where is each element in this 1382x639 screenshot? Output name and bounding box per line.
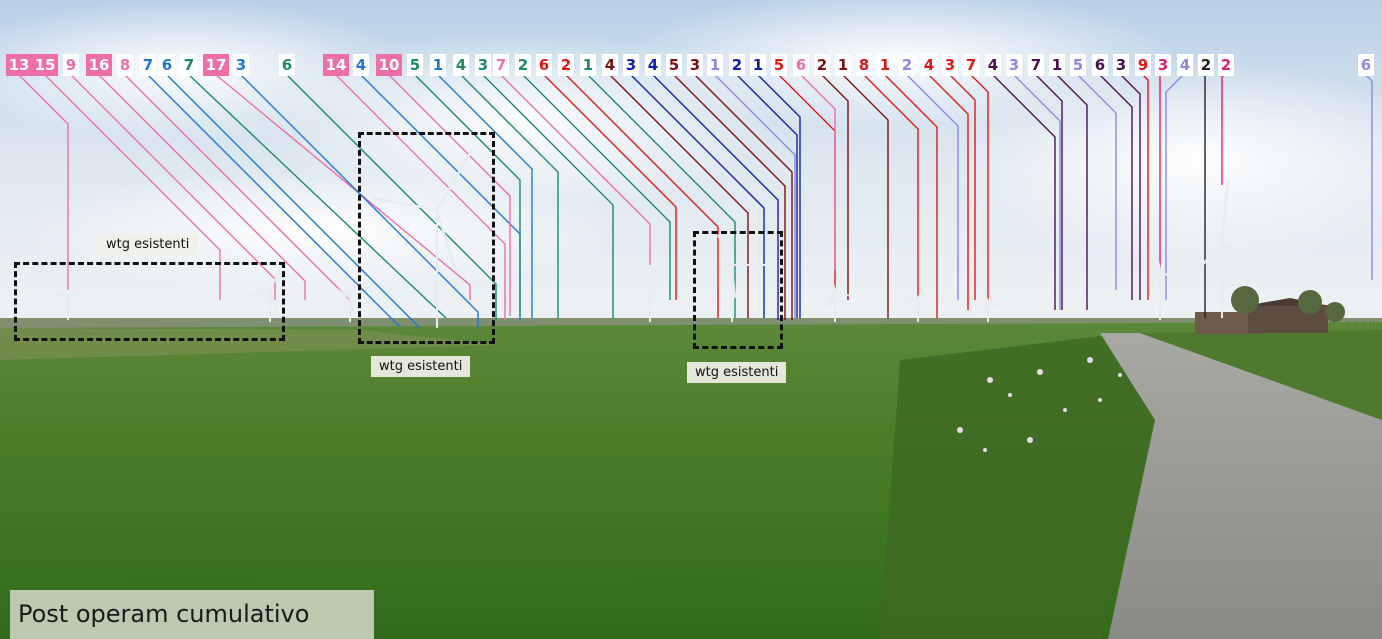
turbine-number-label: 3 xyxy=(475,54,491,76)
turbine-number-label: 5 xyxy=(407,54,423,76)
wind-turbines xyxy=(54,149,1247,328)
existing-turbines-box-left xyxy=(14,262,285,341)
turbine-number-label: 5 xyxy=(771,54,787,76)
turbine-number-label: 7 xyxy=(181,54,197,76)
turbine-number-label: 2 xyxy=(515,54,531,76)
turbine-leader-lines xyxy=(17,73,1373,329)
turbine-number-label: 4 xyxy=(985,54,1001,76)
turbine-number-label: 10 xyxy=(376,54,402,76)
turbine-number-label: 5 xyxy=(666,54,682,76)
turbine-number-label: 7 xyxy=(1028,54,1044,76)
turbine-number-label: 6 xyxy=(279,54,295,76)
trees xyxy=(1231,286,1345,322)
turbine-number-label: 6 xyxy=(1092,54,1108,76)
turbine-number-label: 1 xyxy=(430,54,446,76)
turbine-number-label: 2 xyxy=(1218,54,1234,76)
existing-turbines-box-right xyxy=(693,231,783,349)
turbine-number-label: 4 xyxy=(453,54,469,76)
farmhouse xyxy=(1195,298,1330,334)
existing-turbines-label-right: wtg esistenti xyxy=(687,362,787,383)
wildflowers xyxy=(957,357,1122,452)
turbine-number-label: 4 xyxy=(921,54,937,76)
turbine-number-label: 3 xyxy=(1155,54,1171,76)
turbine-number-label: 7 xyxy=(963,54,979,76)
turbine-number-label: 6 xyxy=(1358,54,1374,76)
turbine-number-label: 16 xyxy=(86,54,112,76)
turbine-number-label: 9 xyxy=(63,54,79,76)
existing-turbines-label-left: wtg esistenti xyxy=(98,234,198,255)
turbine-number-label: 1 xyxy=(1049,54,1065,76)
turbine-number-label: 1 xyxy=(877,54,893,76)
road xyxy=(1100,333,1382,639)
turbine-number-label: 7 xyxy=(493,54,509,76)
existing-turbines-label-center: wtg esistenti xyxy=(371,356,471,377)
cloud xyxy=(940,60,1382,260)
turbine-number-label: 2 xyxy=(899,54,915,76)
turbine-number-label: 8 xyxy=(856,54,872,76)
roadside-bushes xyxy=(880,335,1160,639)
turbine-number-label: 6 xyxy=(536,54,552,76)
turbine-number-label: 2 xyxy=(814,54,830,76)
turbine-number-label: 7 xyxy=(140,54,156,76)
turbine-number-label: 4 xyxy=(602,54,618,76)
turbine-number-label: 2 xyxy=(1198,54,1214,76)
turbine-number-label: 9 xyxy=(1135,54,1151,76)
turbine-number-label: 4 xyxy=(645,54,661,76)
turbine-number-label: 3 xyxy=(1006,54,1022,76)
turbine-number-label: 4 xyxy=(1177,54,1193,76)
turbine-number-label: 17 xyxy=(203,54,229,76)
turbine-number-label: 2 xyxy=(729,54,745,76)
turbine-number-label: 4 xyxy=(353,54,369,76)
turbine-number-label: 1 xyxy=(580,54,596,76)
existing-turbines-box-center xyxy=(358,132,495,344)
turbine-number-label: 3 xyxy=(623,54,639,76)
turbine-number-label: 15 xyxy=(32,54,58,76)
turbine-number-label: 1 xyxy=(707,54,723,76)
turbine-number-label: 3 xyxy=(1113,54,1129,76)
turbine-number-label: 5 xyxy=(1070,54,1086,76)
turbine-number-label: 8 xyxy=(117,54,133,76)
turbine-number-label: 6 xyxy=(159,54,175,76)
photo-caption: Post operam cumulativo xyxy=(10,590,374,639)
turbine-number-label: 2 xyxy=(558,54,574,76)
turbine-number-label: 1 xyxy=(750,54,766,76)
turbine-number-label: 3 xyxy=(942,54,958,76)
turbine-number-label: 1 xyxy=(835,54,851,76)
turbine-number-label: 14 xyxy=(323,54,349,76)
turbine-number-label: 3 xyxy=(233,54,249,76)
turbine-number-label: 6 xyxy=(793,54,809,76)
turbine-number-label: 3 xyxy=(687,54,703,76)
right-verge xyxy=(1140,330,1382,420)
turbine-number-label: 13 xyxy=(6,54,32,76)
